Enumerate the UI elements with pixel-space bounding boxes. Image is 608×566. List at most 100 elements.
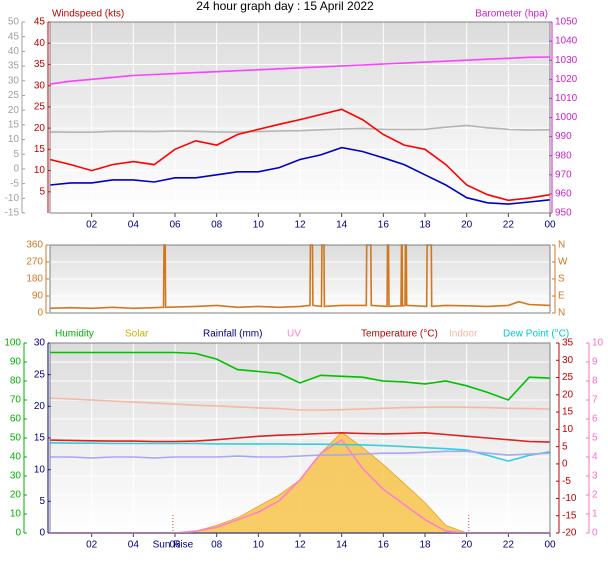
x-tick-label: 00 xyxy=(544,220,556,231)
y-tick-label: 20 xyxy=(562,389,574,400)
x-tick-label: 20 xyxy=(461,540,473,551)
x-tick-label: 16 xyxy=(378,540,390,551)
y-tick-label: 0 xyxy=(15,528,21,539)
y-tick-label: 8 xyxy=(592,376,598,387)
x-tick-label: 14 xyxy=(336,540,348,551)
x-tick-label: 18 xyxy=(419,540,431,551)
annotation: Sun Rise xyxy=(153,540,194,551)
y-tick-label: 5 xyxy=(13,149,19,160)
x-tick-label: 20 xyxy=(461,220,473,231)
y-tick-label: 35 xyxy=(562,338,574,349)
y-tick-label: 40 xyxy=(34,38,46,49)
series-line xyxy=(49,56,551,85)
y-tick-label: 30 xyxy=(10,471,22,482)
y-tick-label: 1 xyxy=(592,509,598,520)
x-tick-label: 06 xyxy=(169,540,181,551)
y-tick-label: 60 xyxy=(10,414,22,425)
y-tick-label: 15 xyxy=(34,144,46,155)
y-tick-label: 90 xyxy=(32,291,44,302)
x-tick-label: 16 xyxy=(378,220,390,231)
y-tick-label: 80 xyxy=(10,376,22,387)
y-tick-label: 0 xyxy=(37,308,43,319)
y-tick-label: 960 xyxy=(555,189,572,200)
y-tick-label: 100 xyxy=(4,338,21,349)
y-tick-label: S xyxy=(558,274,565,285)
y-tick-label: 20 xyxy=(34,401,46,412)
y-tick-label: 45 xyxy=(34,17,46,28)
y-tick-label: -10 xyxy=(562,493,577,504)
legend-label: Solar xyxy=(125,329,149,340)
y-tick-label: 1000 xyxy=(555,112,578,123)
y-tick-label: 5 xyxy=(592,433,598,444)
series-line xyxy=(49,431,551,443)
series-line xyxy=(50,351,551,401)
y-tick-label: 70 xyxy=(10,395,22,406)
y-tick-label: 15 xyxy=(562,407,574,418)
y-tick-label: 40 xyxy=(8,46,20,57)
legend-label: Humidity xyxy=(55,329,94,340)
y-tick-label: 950 xyxy=(555,208,572,219)
x-tick-label: 06 xyxy=(169,220,181,231)
y-tick-label: -5 xyxy=(10,178,19,189)
y-tick-label: 25 xyxy=(8,90,20,101)
x-tick-label: 00 xyxy=(544,540,556,551)
x-tick-label: 22 xyxy=(503,540,515,551)
x-tick-label: 14 xyxy=(336,220,348,231)
y-tick-label: -5 xyxy=(562,476,571,487)
y-tick-label: 0 xyxy=(13,164,19,175)
x-tick-label: 08 xyxy=(211,220,223,231)
y-tick-label: 35 xyxy=(34,59,46,70)
y-tick-label: 30 xyxy=(34,338,46,349)
y-tick-label: 270 xyxy=(26,257,43,268)
legend-label: Rainfall (mm) xyxy=(203,329,262,340)
x-tick-label: 22 xyxy=(503,220,515,231)
y-tick-label: 360 xyxy=(26,240,43,251)
y-tick-label: 10 xyxy=(34,464,46,475)
x-tick-label: 18 xyxy=(419,220,431,231)
y-tick-label: -20 xyxy=(562,528,577,539)
y-tick-label: 1040 xyxy=(555,36,578,47)
y-tick-label: -15 xyxy=(562,510,577,521)
y-tick-label: 9 xyxy=(592,357,598,368)
x-tick-label: 08 xyxy=(211,540,223,551)
legend-label: UV xyxy=(287,329,301,340)
y-tick-label: 30 xyxy=(8,75,20,86)
y-tick-label: 30 xyxy=(34,80,46,91)
y-tick-label: 2 xyxy=(592,490,598,501)
plot-border xyxy=(49,342,551,534)
y-tick-label: 20 xyxy=(10,490,22,501)
y-tick-label: 15 xyxy=(8,119,20,130)
legend-label: Dew Point (°C) xyxy=(503,329,569,340)
x-tick-label: 04 xyxy=(128,540,140,551)
y-tick-label: 25 xyxy=(34,102,46,113)
x-tick-label: 12 xyxy=(294,540,306,551)
y-tick-label: 5 xyxy=(39,186,45,197)
y-tick-label: 3 xyxy=(592,471,598,482)
series-line xyxy=(50,450,551,459)
x-tick-label: 02 xyxy=(86,220,98,231)
y-tick-label: N xyxy=(558,308,565,319)
y-tick-label: W xyxy=(558,257,568,268)
x-tick-label: 02 xyxy=(86,540,98,551)
y-tick-label: 0 xyxy=(562,459,568,470)
y-tick-label: 980 xyxy=(555,150,572,161)
y-tick-label: 180 xyxy=(26,274,43,285)
legend-label: Temperature (°C) xyxy=(361,329,438,340)
y-tick-label: 45 xyxy=(8,31,20,42)
y-tick-label: -10 xyxy=(5,193,20,204)
y-tick-label: 1030 xyxy=(555,55,578,66)
x-tick-label: 12 xyxy=(294,220,306,231)
y-tick-label: 5 xyxy=(39,496,45,507)
x-tick-label: 10 xyxy=(253,220,265,231)
series-line xyxy=(49,108,551,202)
y-tick-label: 35 xyxy=(8,61,20,72)
plot-border xyxy=(49,21,551,214)
axis-title: Barometer (hpa) xyxy=(475,9,548,20)
y-tick-label: 10 xyxy=(34,165,46,176)
y-tick-label: 10 xyxy=(10,509,22,520)
plot-border xyxy=(49,244,551,314)
series-line xyxy=(49,442,551,462)
y-tick-label: 15 xyxy=(34,433,46,444)
series-line xyxy=(49,146,551,205)
